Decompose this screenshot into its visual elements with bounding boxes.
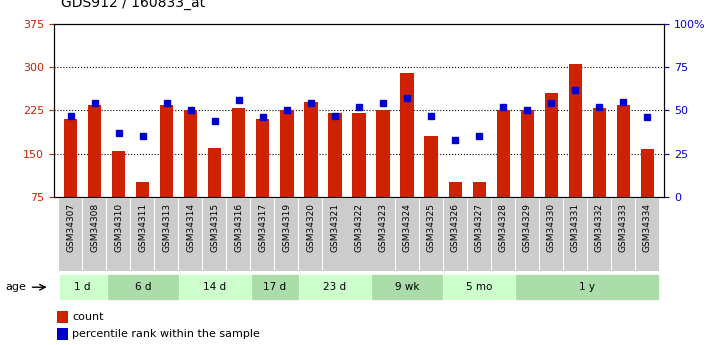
Bar (640, 149, 654, 197)
Text: percentile rank within the sample: percentile rank within the sample (72, 329, 260, 339)
FancyBboxPatch shape (444, 198, 467, 271)
FancyBboxPatch shape (107, 198, 130, 271)
Text: count: count (72, 312, 103, 322)
FancyBboxPatch shape (180, 198, 202, 271)
FancyBboxPatch shape (299, 198, 322, 271)
Text: 23 d: 23 d (323, 282, 347, 292)
FancyBboxPatch shape (299, 274, 371, 300)
FancyBboxPatch shape (588, 198, 611, 271)
FancyBboxPatch shape (516, 274, 659, 300)
FancyBboxPatch shape (612, 198, 635, 271)
Text: 9 wk: 9 wk (395, 282, 419, 292)
Text: 5 mo: 5 mo (466, 282, 493, 292)
Text: GSM34320: GSM34320 (307, 203, 315, 252)
Text: GSM34315: GSM34315 (210, 203, 219, 252)
Bar (304, 102, 317, 197)
Bar (57, 310, 67, 323)
FancyBboxPatch shape (179, 274, 251, 300)
Bar (497, 110, 510, 197)
FancyBboxPatch shape (276, 198, 299, 271)
Text: 6 d: 6 d (134, 282, 151, 292)
Text: 1 d: 1 d (75, 282, 91, 292)
Text: GSM34322: GSM34322 (355, 203, 363, 252)
Text: 17 d: 17 d (264, 282, 286, 292)
Text: GSM34324: GSM34324 (403, 203, 411, 252)
Bar (88, 105, 101, 197)
Text: 1 y: 1 y (579, 282, 595, 292)
Bar (424, 136, 438, 197)
Bar (569, 65, 582, 197)
FancyBboxPatch shape (396, 198, 419, 271)
Text: GSM34325: GSM34325 (426, 203, 436, 252)
Bar (328, 113, 342, 197)
FancyBboxPatch shape (636, 198, 659, 271)
Text: GSM34313: GSM34313 (162, 203, 172, 252)
Text: GSM34331: GSM34331 (571, 203, 579, 252)
Bar (376, 110, 390, 197)
FancyBboxPatch shape (155, 198, 178, 271)
Bar (521, 110, 533, 197)
Bar (401, 73, 414, 197)
Bar (472, 182, 486, 197)
Text: GSM34308: GSM34308 (90, 203, 99, 252)
FancyBboxPatch shape (323, 198, 347, 271)
Text: GSM34329: GSM34329 (523, 203, 532, 252)
Bar (160, 105, 173, 197)
FancyBboxPatch shape (251, 198, 274, 271)
Bar (353, 113, 365, 197)
Text: GSM34328: GSM34328 (499, 203, 508, 252)
FancyBboxPatch shape (371, 274, 443, 300)
FancyBboxPatch shape (467, 198, 490, 271)
Bar (232, 108, 246, 197)
FancyBboxPatch shape (83, 198, 106, 271)
Bar (592, 108, 606, 197)
Bar (449, 182, 462, 197)
Text: GSM34307: GSM34307 (66, 203, 75, 252)
FancyBboxPatch shape (107, 274, 179, 300)
FancyBboxPatch shape (59, 274, 107, 300)
FancyBboxPatch shape (516, 198, 538, 271)
Text: GSM34326: GSM34326 (451, 203, 460, 252)
Bar (256, 119, 269, 197)
Bar (280, 110, 294, 197)
Text: GSM34333: GSM34333 (619, 203, 628, 252)
Text: GSM34310: GSM34310 (114, 203, 123, 252)
Bar (185, 110, 197, 197)
Bar (64, 119, 78, 197)
Bar (57, 328, 67, 340)
Text: GSM34317: GSM34317 (258, 203, 267, 252)
Text: GSM34332: GSM34332 (595, 203, 604, 252)
Text: GSM34311: GSM34311 (139, 203, 147, 252)
Text: GSM34316: GSM34316 (234, 203, 243, 252)
Bar (545, 93, 558, 197)
Text: GSM34321: GSM34321 (330, 203, 340, 252)
FancyBboxPatch shape (540, 198, 563, 271)
FancyBboxPatch shape (564, 198, 587, 271)
FancyBboxPatch shape (228, 198, 251, 271)
FancyBboxPatch shape (443, 274, 516, 300)
Bar (112, 151, 126, 197)
Text: GSM34319: GSM34319 (282, 203, 292, 252)
Bar (208, 148, 221, 197)
Text: 14 d: 14 d (203, 282, 226, 292)
Text: GSM34334: GSM34334 (643, 203, 652, 252)
Bar (617, 105, 630, 197)
FancyBboxPatch shape (492, 198, 515, 271)
FancyBboxPatch shape (419, 198, 442, 271)
FancyBboxPatch shape (348, 198, 370, 271)
FancyBboxPatch shape (59, 198, 82, 271)
Bar (136, 182, 149, 197)
Text: GSM34327: GSM34327 (475, 203, 484, 252)
Text: age: age (5, 282, 26, 292)
Text: GDS912 / 160833_at: GDS912 / 160833_at (61, 0, 205, 10)
Text: GSM34330: GSM34330 (546, 203, 556, 252)
Text: GSM34323: GSM34323 (378, 203, 388, 252)
FancyBboxPatch shape (251, 274, 299, 300)
FancyBboxPatch shape (371, 198, 395, 271)
FancyBboxPatch shape (203, 198, 226, 271)
Text: GSM34314: GSM34314 (186, 203, 195, 252)
FancyBboxPatch shape (131, 198, 154, 271)
